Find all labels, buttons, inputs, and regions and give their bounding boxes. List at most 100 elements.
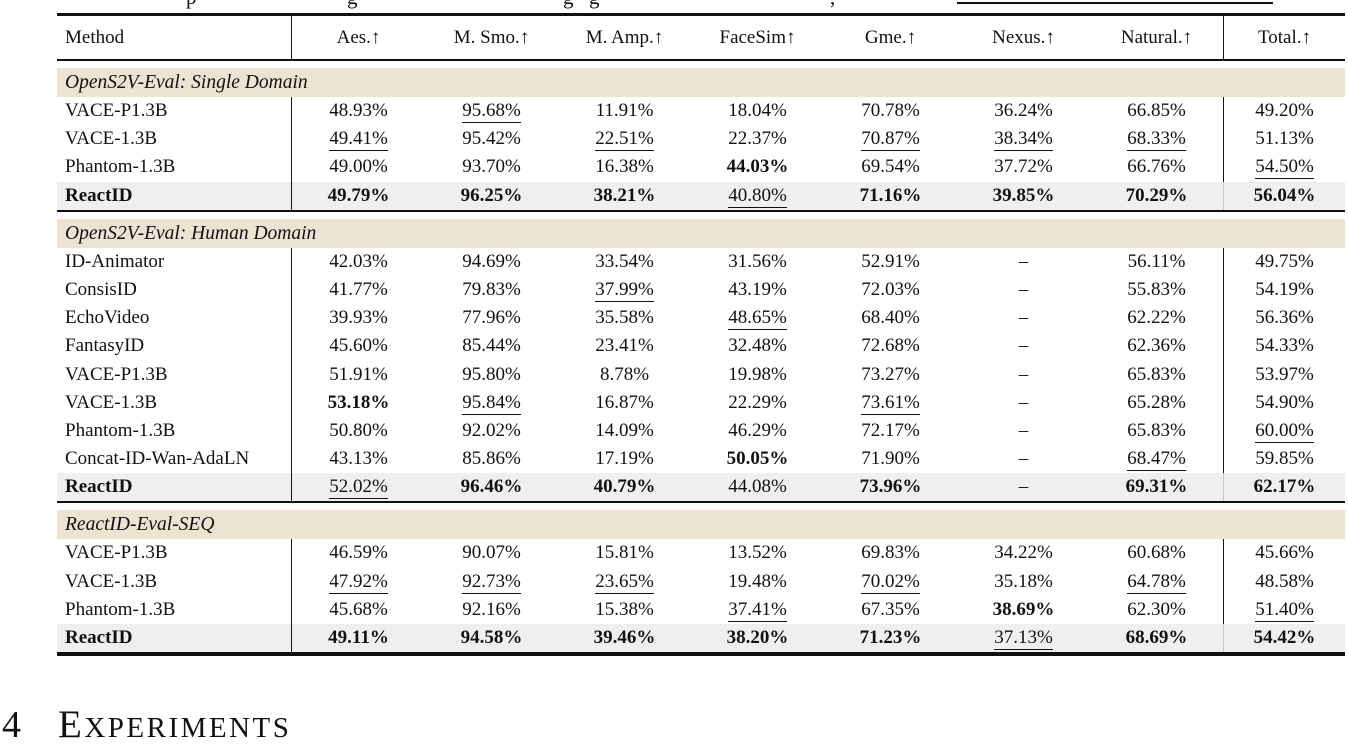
metric-cell: 22.37% (691, 125, 824, 153)
metric-value: 62.22% (1127, 307, 1186, 329)
metric-value: 56.36% (1255, 307, 1314, 329)
metric-cell: 18.04% (691, 97, 824, 125)
table-row: ReactID 52.02% 96.46% 40.79% 44.08% 73.96% – 69… (57, 473, 1345, 502)
metric-cell: 69.31% (1090, 473, 1223, 501)
metric-value: 52.02% (329, 476, 388, 500)
metric-cell: 65.83% (1090, 417, 1223, 445)
metric-value: 92.16% (462, 598, 521, 620)
metric-cell: 92.73% (425, 568, 558, 596)
metric-cell: 70.87% (824, 125, 957, 153)
metric-cell: 43.13% (292, 445, 425, 473)
metric-cell: 69.54% (824, 153, 957, 181)
metric-value: 72.68% (861, 335, 920, 357)
metric-cell: 51.40% (1223, 595, 1345, 625)
metric-cell: 40.79% (558, 473, 691, 501)
metric-value: 54.42% (1253, 627, 1316, 648)
metric-value: 68.40% (861, 307, 920, 329)
metric-value: 15.81% (595, 542, 654, 564)
column-header-label: M. Amp.↑ (585, 27, 664, 48)
metric-cell: 54.19% (1223, 275, 1345, 305)
metric-value: 93.70% (462, 156, 521, 178)
metric-value: 44.03% (726, 156, 789, 178)
section-title: OpenS2V-Eval: Human Domain (65, 222, 317, 244)
metric-value: 13.52% (728, 542, 787, 564)
table-top-rule (57, 13, 1345, 16)
section-title: ReactID-Eval-SEQ (65, 514, 215, 536)
metric-cell: – (957, 332, 1090, 360)
table-row: VACE-P1.3B 51.91% 95.80% 8.78% 19.98% 73.27% –… (57, 360, 1345, 389)
metric-cell: 93.70% (425, 153, 558, 181)
metric-cell: 42.03% (292, 248, 425, 276)
metric-cell: 35.58% (558, 304, 691, 332)
method-name: EchoVideo (65, 307, 150, 329)
method-name: VACE-P1.3B (65, 542, 168, 564)
metric-cell: 85.86% (425, 445, 558, 473)
metric-value: 37.72% (994, 156, 1053, 178)
metric-cell: 73.27% (824, 361, 957, 389)
method-name: ConsisID (65, 278, 137, 300)
metric-cell: 62.36% (1090, 332, 1223, 360)
metric-value: 35.58% (595, 307, 654, 329)
metric-cell: 70.78% (824, 97, 957, 125)
metric-cell: 39.85% (957, 182, 1090, 210)
column-header-mamp: M. Amp.↑ (558, 16, 691, 59)
metric-cell: 15.81% (558, 539, 691, 567)
metric-value: 16.87% (595, 391, 654, 413)
column-header-label: Nexus.↑ (992, 27, 1055, 48)
method-cell: ConsisID (57, 275, 292, 305)
section-band: OpenS2V-Eval: Human Domain (57, 218, 1345, 248)
metric-cell: 49.41% (292, 125, 425, 153)
metric-value: 72.03% (861, 278, 920, 300)
metric-cell: 50.05% (691, 445, 824, 473)
method-cell: ID-Animator (57, 247, 292, 276)
metric-cell: 95.80% (425, 361, 558, 389)
column-header-method: Method (57, 16, 292, 59)
metric-cell: 70.02% (824, 568, 957, 596)
method-cell: VACE-1.3B (57, 125, 292, 154)
metric-cell: 46.29% (691, 417, 824, 445)
metric-cell: 49.79% (292, 182, 425, 210)
metric-value: 94.58% (460, 627, 523, 648)
metric-cell: 69.83% (824, 539, 957, 567)
caption-clipped-line: p g g g, (0, 0, 1348, 13)
metric-value: 11.91% (595, 100, 654, 121)
metric-value: 60.68% (1127, 542, 1186, 564)
method-cell: ReactID (57, 473, 292, 502)
method-name: Phantom-1.3B (65, 419, 176, 441)
metric-cell: 11.91% (558, 97, 691, 125)
metric-value: 43.19% (728, 278, 787, 300)
method-name: Phantom-1.3B (65, 156, 176, 178)
metric-cell: 40.80% (691, 182, 824, 210)
table-row: VACE-P1.3B 48.93% 95.68% 11.91% 18.04% 70.78%… (57, 97, 1345, 126)
method-name: ReactID (65, 627, 133, 648)
metric-value: 54.90% (1255, 391, 1314, 413)
metric-value: 53.18% (327, 391, 390, 413)
metric-value: – (1018, 307, 1029, 329)
metric-cell: 23.65% (558, 568, 691, 596)
method-name: Phantom-1.3B (65, 598, 176, 620)
metric-value: 49.75% (1255, 250, 1314, 272)
method-name: VACE-1.3B (65, 128, 158, 150)
metric-cell: 85.44% (425, 332, 558, 360)
metric-value: 53.97% (1255, 363, 1314, 385)
method-cell: Concat-ID-Wan-AdaLN (57, 445, 292, 474)
metric-value: 19.98% (728, 363, 787, 385)
column-header-label: Total.↑ (1257, 27, 1312, 48)
column-header-label: Method (65, 27, 125, 48)
metric-value: 51.40% (1255, 598, 1314, 622)
metric-value: 37.41% (728, 598, 787, 622)
section-divider-rule (57, 501, 1345, 504)
metric-value: 19.48% (728, 570, 787, 592)
metric-value: 92.02% (462, 419, 521, 441)
metric-cell: – (957, 445, 1090, 473)
metric-cell: 49.75% (1223, 247, 1345, 276)
metric-cell: 38.20% (691, 624, 824, 652)
metric-cell: 62.30% (1090, 596, 1223, 624)
metric-cell: 70.29% (1090, 182, 1223, 210)
metric-cell: 66.76% (1090, 153, 1223, 181)
metric-cell: 51.91% (292, 361, 425, 389)
table-row: ConsisID 41.77% 79.83% 37.99% 43.19% 72.03% – 5… (57, 275, 1345, 305)
metric-cell: 43.19% (691, 276, 824, 304)
metric-value: 46.29% (728, 419, 787, 441)
